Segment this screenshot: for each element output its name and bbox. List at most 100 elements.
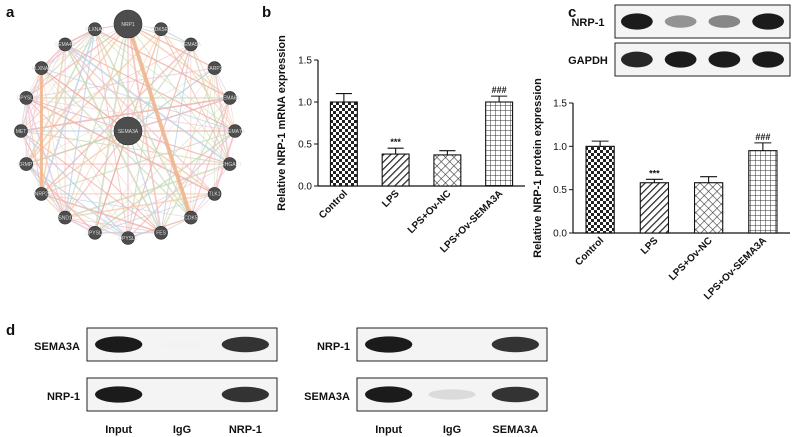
network-edge: [41, 193, 129, 239]
network-node-label: DPYSL5: [85, 231, 104, 237]
blot-band: [621, 13, 653, 30]
network-node: [222, 91, 237, 105]
lane-label: IgG: [173, 424, 191, 436]
lane-label: IgG: [443, 424, 461, 436]
network-edge: [41, 67, 129, 132]
blot-band: [428, 389, 476, 400]
network-center-label: SEMA3A: [118, 129, 139, 135]
y-tick-label: 1.5: [553, 99, 567, 110]
y-tick-label: 1.0: [298, 98, 312, 109]
network-edge: [94, 97, 230, 233]
category-label: Control: [573, 235, 606, 268]
network-node: [19, 91, 34, 105]
panel-letter-b: b: [262, 4, 271, 21]
network-node-label: SND1: [58, 215, 72, 221]
network-edge: [190, 44, 236, 132]
y-tick-label: 1.0: [553, 142, 567, 153]
blot-band: [664, 15, 697, 28]
network-edge: [213, 67, 231, 165]
category-label: Control: [317, 188, 350, 221]
network-node-label: FES: [156, 231, 166, 237]
network-node-label: ARHGAP1: [218, 162, 242, 168]
network-node-label: SEMA5A: [181, 42, 202, 48]
bar: [433, 154, 462, 187]
bar-chart-protein: 0.0 0.5 1.0 1.5 Relative NRP-1 protein expre…: [532, 78, 790, 302]
network-node: [184, 210, 198, 225]
network-node-label: SEMA6A: [220, 96, 241, 102]
coip-blot-right: NRP-1 SEMA3A Input IgG SEMA3A: [304, 327, 548, 436]
network-edge: [20, 44, 66, 132]
y-tick-label: 1.5: [298, 56, 312, 67]
network-node: [154, 225, 168, 240]
bar: [329, 101, 358, 187]
bar: [639, 182, 670, 234]
network-node: [34, 187, 49, 201]
blot-band: [708, 15, 741, 28]
blot-row-label: SEMA3A: [34, 341, 80, 353]
y-axis-label: Relative NRP-1 protein expression: [532, 78, 544, 258]
network-edge: [41, 68, 66, 218]
network-edge: [25, 68, 42, 165]
network-edge: [127, 29, 162, 239]
blot-band: [752, 51, 784, 68]
network-node-label: SEMA4D: [55, 42, 76, 48]
network-node: [58, 37, 72, 52]
network-edge: [160, 97, 231, 234]
network-node-label: CDK5R1: [151, 27, 171, 33]
significance-mark: ***: [649, 168, 660, 178]
network-edge: [127, 130, 230, 165]
category-label: LPS: [380, 188, 402, 210]
network-edge: [94, 163, 230, 234]
western-blot-c: NRP-1 GAPDH: [568, 4, 791, 77]
network-edge: [64, 29, 162, 218]
network-edge: [127, 130, 192, 218]
blot-band: [221, 386, 269, 403]
bar: [381, 153, 410, 187]
network-node-label: SEMA7A: [225, 129, 246, 135]
network-edge: [94, 130, 129, 233]
network-node-label: DPYSL3: [17, 96, 36, 102]
network-center-node: [113, 116, 143, 146]
network-edge: [41, 130, 129, 195]
network-edge: [94, 28, 192, 218]
blot-row-label: NRP-1: [571, 17, 604, 29]
lane-label: NRP-1: [229, 424, 262, 436]
category-label: LPS+Ov-NC: [406, 188, 454, 236]
significance-mark: ***: [390, 137, 401, 147]
network-node-label: PLXNA2: [32, 66, 51, 72]
blot-band: [221, 336, 269, 353]
network-edge: [41, 67, 236, 132]
network-edge: [190, 68, 215, 218]
network-node: [113, 9, 143, 39]
blot-row-label: NRP-1: [317, 341, 350, 353]
network-node: [14, 124, 28, 138]
network-edge: [127, 44, 192, 132]
network-edge: [94, 23, 129, 233]
network-node-label: CDK5: [184, 215, 198, 221]
lane-label: SEMA3A: [492, 424, 538, 436]
network-edge: [20, 97, 230, 132]
network-edge: [127, 67, 215, 132]
network-edge: [94, 28, 231, 165]
blot-band: [491, 336, 539, 353]
blot-band: [752, 13, 784, 30]
y-tick-label: 0.0: [553, 229, 567, 240]
network-node: [184, 37, 198, 52]
network-edge: [41, 193, 191, 218]
network-edge: [25, 28, 96, 165]
network-edge: [40, 43, 192, 195]
network-edge: [41, 23, 129, 69]
network-node: [228, 124, 242, 138]
network-edge: [26, 130, 129, 165]
significance-mark: ###: [755, 132, 770, 142]
blot-row-label: SEMA3A: [304, 391, 350, 403]
network-edge: [20, 130, 66, 218]
network-node-label: NRP1: [121, 22, 135, 28]
network-edge: [214, 97, 231, 194]
network-edge: [64, 44, 129, 132]
network-node: [154, 22, 168, 37]
network-edge: [20, 130, 129, 239]
blot-band: [158, 339, 206, 350]
blot-band: [491, 386, 539, 403]
